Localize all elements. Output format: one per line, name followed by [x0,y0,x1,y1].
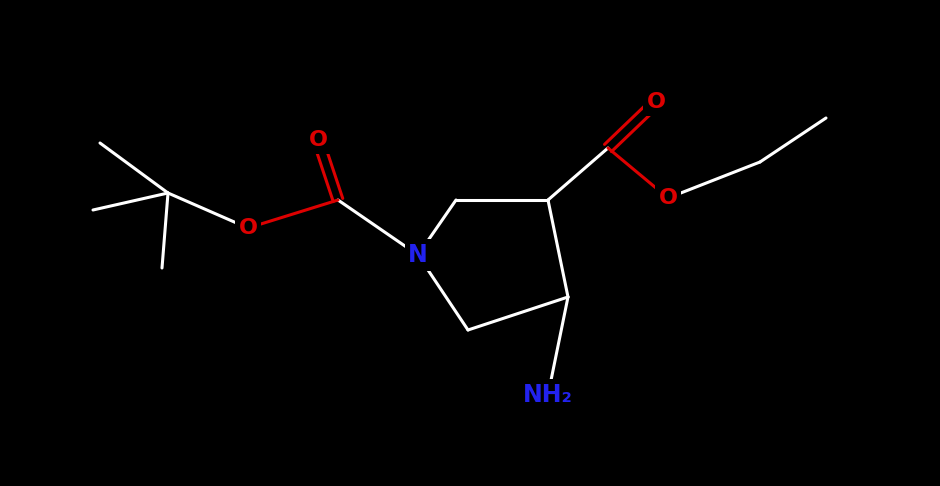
Text: O: O [239,218,258,238]
Text: O: O [308,130,327,150]
Text: N: N [408,243,428,267]
Text: O: O [659,188,678,208]
Text: O: O [647,92,666,112]
Text: NH₂: NH₂ [523,383,573,407]
